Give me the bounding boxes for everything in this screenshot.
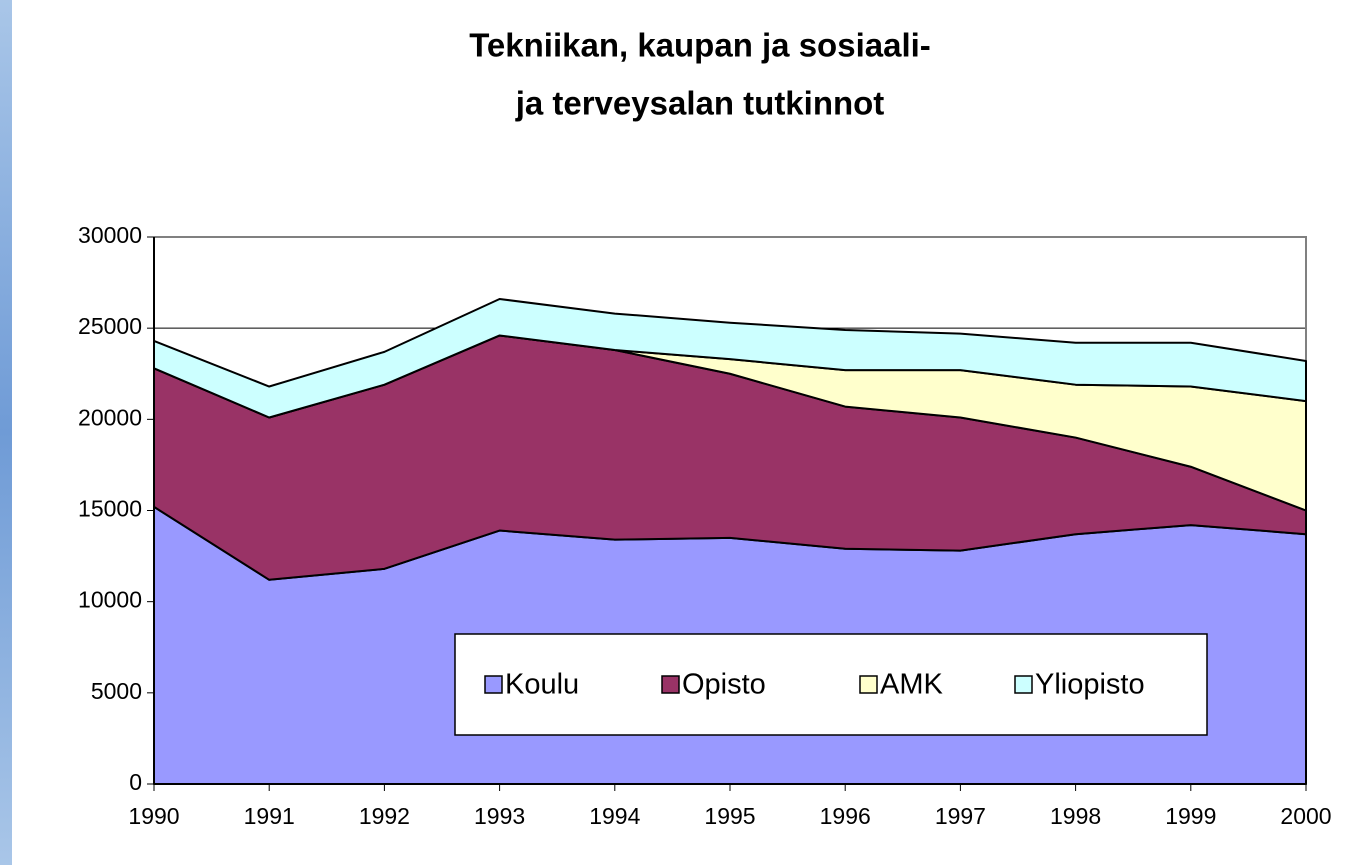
x-tick-label: 2000 (1280, 803, 1331, 829)
x-tick-label: 1995 (704, 803, 755, 829)
legend-swatch (1014, 675, 1033, 694)
legend-swatch (484, 675, 503, 694)
x-tick-label: 1990 (128, 803, 179, 829)
x-tick-label: 1996 (820, 803, 871, 829)
y-tick-label: 5000 (91, 678, 142, 704)
y-tick-label: 20000 (78, 404, 142, 430)
y-tick-label: 0 (129, 769, 142, 795)
chart-title: Tekniikan, kaupan ja sosiaali- (469, 27, 931, 64)
x-tick-label: 1997 (935, 803, 986, 829)
chart-title: ja terveysalan tutkinnot (515, 85, 885, 122)
legend-label: Koulu (505, 669, 579, 701)
x-tick-label: 1993 (474, 803, 525, 829)
legend-label: Yliopisto (1035, 669, 1145, 701)
x-tick-label: 1998 (1050, 803, 1101, 829)
x-tick-label: 1991 (244, 803, 295, 829)
x-tick-label: 1999 (1165, 803, 1216, 829)
x-tick-label: 1992 (359, 803, 410, 829)
legend-label: AMK (880, 669, 944, 701)
legend-label: Opisto (682, 669, 766, 701)
x-tick-label: 1994 (589, 803, 640, 829)
y-tick-label: 10000 (78, 587, 142, 613)
legend-swatch (661, 675, 680, 694)
legend (454, 633, 1208, 736)
y-tick-label: 25000 (78, 313, 142, 339)
area (153, 297, 1307, 419)
y-tick-label: 30000 (78, 222, 142, 248)
y-tick-label: 15000 (78, 496, 142, 522)
legend-swatch (859, 675, 878, 694)
